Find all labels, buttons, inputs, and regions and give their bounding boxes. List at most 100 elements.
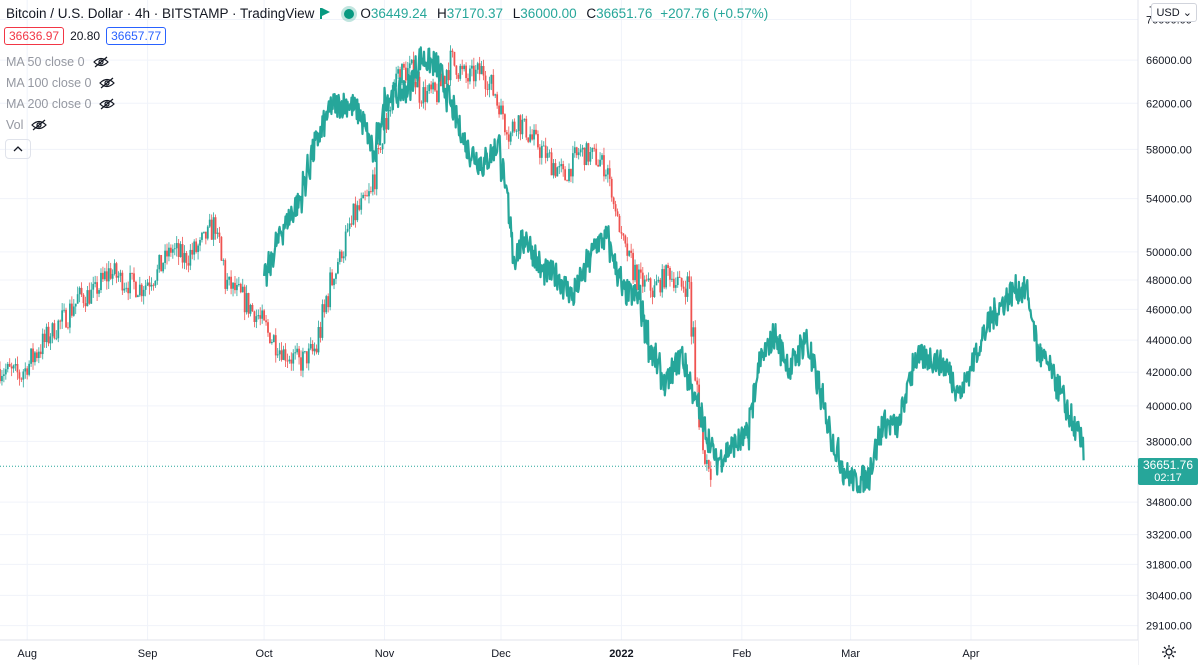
candle-body — [154, 280, 157, 286]
candle-body — [414, 81, 417, 88]
candle-body — [585, 143, 588, 166]
spread-value: 20.80 — [70, 29, 101, 43]
candle-body — [618, 215, 621, 233]
candle-body — [672, 278, 675, 288]
eye-hidden-icon[interactable] — [92, 56, 109, 68]
sell-price-button[interactable]: 36636.97 — [4, 27, 65, 45]
candle-body — [239, 284, 242, 293]
buy-price-button[interactable]: 36657.77 — [106, 27, 167, 45]
candle-body — [146, 282, 149, 286]
candle-body — [480, 66, 483, 75]
candle-body — [589, 152, 592, 162]
candle-body — [581, 147, 584, 150]
candle-body — [185, 253, 188, 264]
candle-body — [175, 243, 178, 249]
candle-body — [92, 283, 95, 290]
candle-body — [674, 285, 677, 288]
candle-body — [286, 360, 289, 362]
candle-body — [408, 63, 411, 69]
candle-body — [96, 282, 98, 294]
candle-body — [274, 335, 277, 356]
candle-body — [705, 460, 708, 464]
eye-hidden-icon[interactable] — [31, 119, 48, 131]
candle-body — [212, 217, 215, 240]
candle-body — [109, 268, 112, 279]
candle-body — [702, 418, 704, 451]
candle-body — [645, 279, 648, 281]
eye-hidden-icon[interactable] — [99, 98, 116, 110]
price-axis-tick-label: 30400.00 — [1146, 590, 1192, 602]
flag-icon[interactable] — [320, 8, 331, 19]
candle-body — [401, 64, 403, 84]
symbol-title[interactable]: Bitcoin / U.S. Dollar · 4h · BITSTAMP · … — [6, 6, 315, 21]
candle-body — [152, 284, 155, 286]
study-ma50[interactable]: MA 50 close 0 — [6, 55, 109, 69]
candle-body — [259, 315, 262, 319]
candle-body — [507, 134, 510, 142]
candle-body — [570, 168, 572, 177]
candle-body — [428, 84, 431, 92]
candle-body — [162, 262, 165, 272]
candle-body — [478, 63, 481, 75]
candle-body — [692, 327, 695, 337]
candle-body — [189, 249, 192, 266]
gear-icon[interactable] — [1161, 644, 1177, 660]
candle-body — [373, 174, 376, 190]
candle-body — [47, 326, 50, 344]
time-axis-tick-label: Oct — [256, 648, 273, 660]
candle-body — [338, 251, 341, 263]
candle-body — [531, 134, 534, 140]
candle-body — [354, 203, 357, 221]
candle-body — [529, 134, 532, 142]
candle-body — [133, 273, 135, 282]
study-ma200[interactable]: MA 200 close 0 — [6, 97, 116, 111]
candle-body — [709, 468, 712, 480]
candle-body — [649, 278, 652, 291]
candle-body — [168, 247, 170, 257]
candle-body — [420, 102, 423, 104]
candle-body — [226, 279, 229, 289]
candle-body — [290, 359, 293, 364]
candle-body — [327, 296, 330, 308]
candle-body — [383, 118, 386, 144]
candle-body — [292, 353, 295, 364]
candle-body — [156, 269, 159, 281]
candle-body — [100, 272, 102, 291]
candle-body — [558, 166, 561, 168]
candle-body — [82, 294, 85, 304]
candle-body — [228, 276, 231, 280]
candle-body — [379, 149, 382, 150]
candle-body — [696, 380, 699, 385]
candle-body — [76, 294, 79, 304]
candle-body — [622, 233, 625, 236]
time-axis-bg[interactable] — [0, 640, 1138, 665]
candle-body — [426, 91, 429, 102]
candle-body — [389, 110, 392, 112]
candle-body — [694, 327, 697, 381]
candle-body — [280, 350, 283, 360]
candle-body — [537, 134, 539, 148]
candle-body — [166, 250, 168, 257]
study-volume[interactable]: Vol — [6, 118, 48, 132]
open-value: 36449.24 — [370, 6, 428, 21]
collapse-legend-button[interactable] — [5, 139, 31, 159]
candle-body — [632, 252, 634, 281]
candle-body — [667, 265, 669, 268]
price-axis-tick-label: 58000.00 — [1146, 144, 1192, 156]
candle-body — [544, 145, 547, 158]
candle-body — [150, 284, 153, 287]
candle-body — [158, 254, 161, 270]
candle-body — [472, 65, 475, 82]
candle-body — [84, 303, 87, 307]
candle-body — [688, 276, 691, 283]
currency-button[interactable]: USD ⌄ — [1151, 3, 1197, 22]
high-label: H — [436, 6, 447, 21]
candle-body — [451, 50, 454, 52]
candle-body — [459, 65, 462, 79]
eye-hidden-icon[interactable] — [99, 77, 116, 89]
study-ma100[interactable]: MA 100 close 0 — [6, 76, 116, 90]
candle-body — [517, 115, 520, 132]
price-axis-bg[interactable] — [1138, 0, 1200, 665]
candle-body — [148, 282, 151, 287]
